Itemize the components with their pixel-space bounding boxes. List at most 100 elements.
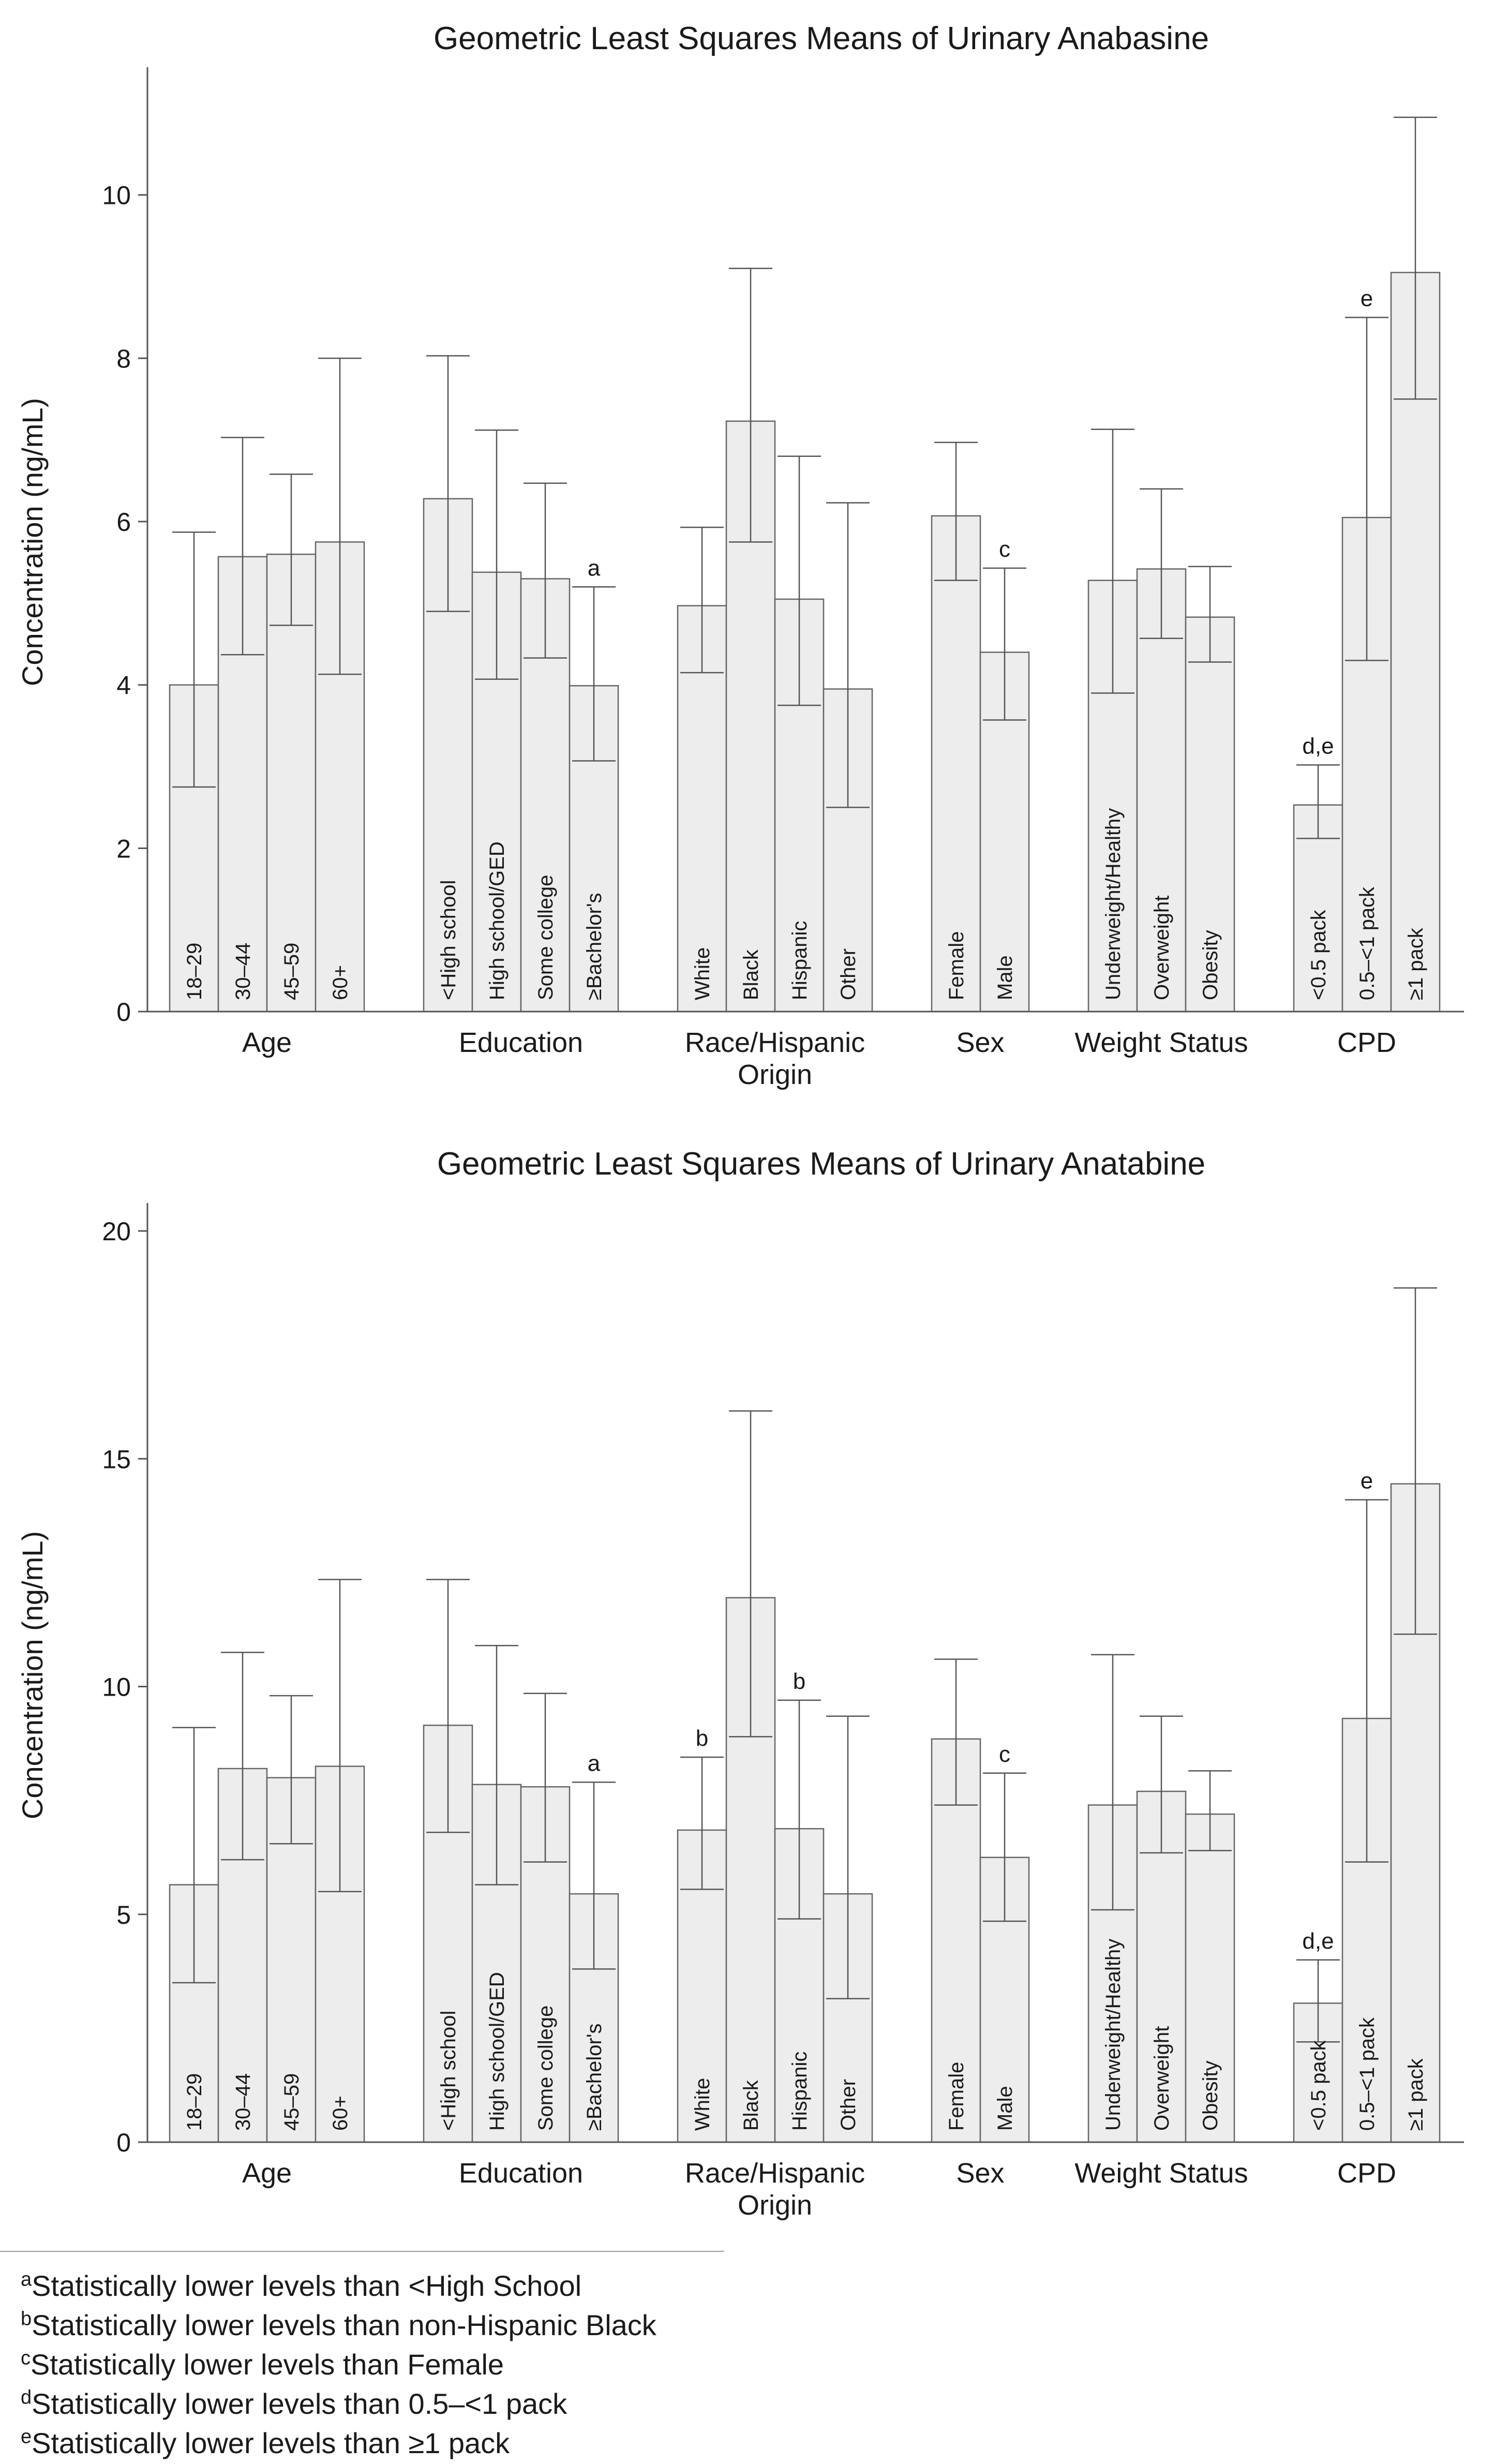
group-label: Race/Hispanic (685, 1027, 865, 1058)
bar-category-label: ≥1 pack (1405, 2058, 1427, 2131)
group-label: Age (242, 1027, 292, 1058)
bar-category-label: Underweight/Healthy (1102, 1939, 1125, 2131)
group-label: Origin (738, 2190, 812, 2221)
chart-panel-1: Geometric Least Squares Means of Urinary… (16, 21, 1464, 1090)
bar (931, 515, 981, 1013)
footnote-b: bStatistically lower levels than non-His… (21, 2306, 797, 2345)
group-label: Origin (738, 1059, 812, 1090)
significance-label: a (588, 555, 601, 581)
significance-label: d,e (1302, 1928, 1334, 1954)
footnote-mark: b (21, 2308, 32, 2330)
y-tick-label: 15 (102, 1445, 131, 1474)
bar-category-label: Female (945, 931, 968, 1000)
y-tick-label: 0 (116, 998, 131, 1027)
bar-category-label: 30–44 (232, 943, 255, 1000)
y-tick-label: 2 (116, 834, 131, 863)
significance-label: e (1361, 286, 1373, 311)
significance-label: e (1361, 1468, 1373, 1494)
bar-category-label: 30–44 (232, 2073, 255, 2131)
bar-category-label: Male (994, 955, 1017, 1000)
footnote-c: cStatistically lower levels than Female (21, 2345, 797, 2384)
footnote-mark: e (21, 2426, 32, 2448)
bar-category-label: Black (740, 949, 763, 1000)
footnote-text: Statistically lower levels than Female (31, 2348, 504, 2381)
group-label: CPD (1337, 2158, 1396, 2189)
bar-category-label: 60+ (329, 965, 352, 1000)
bar (266, 553, 317, 1013)
group-label: Weight Status (1074, 1027, 1248, 1058)
bar-category-label: Black (740, 2080, 763, 2131)
footnote-text: Statistically lower levels than ≥1 pack (32, 2427, 510, 2459)
y-tick-label: 10 (102, 181, 131, 210)
group-label: Sex (956, 2158, 1004, 2189)
bar-category-label: 45–59 (280, 943, 303, 1000)
significance-label: a (588, 1750, 601, 1776)
significance-label: d,e (1302, 733, 1334, 759)
y-tick-label: 10 (102, 1673, 131, 1702)
bar-category-label: <High school (437, 880, 460, 1000)
bar-category-label: 18–29 (183, 2073, 206, 2131)
y-tick-label: 20 (102, 1217, 131, 1246)
bar (931, 1738, 981, 2143)
bar-category-label: Female (945, 2062, 968, 2131)
bar-category-label: <0.5 pack (1307, 909, 1330, 1000)
bar (677, 605, 727, 1013)
bar-category-label: 45–59 (280, 2073, 303, 2131)
bar (1390, 272, 1441, 1013)
bar-category-label: White (691, 947, 714, 1000)
footnote-divider (0, 2251, 724, 2252)
bar-category-label: Some college (534, 2006, 557, 2131)
group-label: Education (459, 2158, 583, 2189)
footnote-mark: d (21, 2386, 32, 2409)
bar-category-label: ≥Bachelor's (583, 2024, 606, 2131)
bar-category-label: Male (994, 2086, 1017, 2131)
footnote-text: Statistically lower levels than non-Hisp… (32, 2309, 656, 2341)
y-tick-label: 4 (116, 671, 131, 700)
bar (1185, 1813, 1235, 2143)
y-axis-label: Concentration (ng/mL) (16, 1531, 49, 1819)
y-tick-label: 5 (116, 1901, 131, 1929)
bar (1136, 568, 1187, 1013)
bar-category-label: Underweight/Healthy (1102, 808, 1125, 1000)
chart-title: Geometric Least Squares Means of Urinary… (437, 1146, 1205, 1182)
group-label: Sex (956, 1027, 1004, 1058)
bar-category-label: Other (837, 948, 860, 1000)
y-tick-label: 0 (116, 2128, 131, 2157)
bar-category-label: ≥Bachelor's (583, 893, 606, 1000)
bar-category-label: <0.5 pack (1307, 2040, 1330, 2131)
bar-category-label: 0.5–<1 pack (1356, 886, 1379, 1000)
footnote-d: dStatistically lower levels than 0.5–<1 … (21, 2384, 797, 2424)
group-label: Education (459, 1027, 583, 1058)
group-label: Race/Hispanic (685, 2158, 865, 2189)
group-label: CPD (1337, 1027, 1396, 1058)
bar-category-label: Obesity (1199, 930, 1222, 1000)
chart-title: Geometric Least Squares Means of Urinary… (434, 21, 1209, 56)
footnote-text: Statistically lower levels than 0.5–<1 p… (32, 2387, 567, 2420)
bar-category-label: 0.5–<1 pack (1356, 2017, 1379, 2131)
footnote-mark: a (21, 2268, 32, 2291)
footnote-e: eStatistically lower levels than ≥1 pack (21, 2424, 797, 2463)
bar-category-label: Some college (534, 875, 557, 1000)
significance-label: c (999, 1742, 1010, 1767)
significance-label: b (793, 1669, 805, 1694)
y-tick-label: 6 (116, 508, 131, 537)
bar-category-label: Overweight (1151, 896, 1173, 1000)
footnote-a: aStatistically lower levels than <High S… (21, 2266, 797, 2306)
group-label: Age (242, 2158, 292, 2189)
bar-category-label: Obesity (1199, 2060, 1222, 2131)
bar-category-label: Other (837, 2079, 860, 2131)
y-tick-label: 8 (116, 344, 131, 373)
bar-category-label: 60+ (329, 2096, 352, 2131)
significance-label: c (999, 537, 1010, 562)
bar-category-label: Overweight (1151, 2026, 1173, 2131)
y-axis-label: Concentration (ng/mL) (16, 398, 49, 686)
bar-category-label: White (691, 2078, 714, 2131)
bar (1185, 616, 1235, 1013)
bar-category-label: High school/GED (486, 841, 509, 1000)
chart-panel-2: Geometric Least Squares Means of Urinary… (16, 1146, 1464, 2221)
footnotes: aStatistically lower levels than <High S… (0, 2251, 797, 2463)
group-label: Weight Status (1074, 2158, 1248, 2189)
bar-category-label: 18–29 (183, 943, 206, 1000)
bar-category-label: Hispanic (788, 921, 811, 1000)
